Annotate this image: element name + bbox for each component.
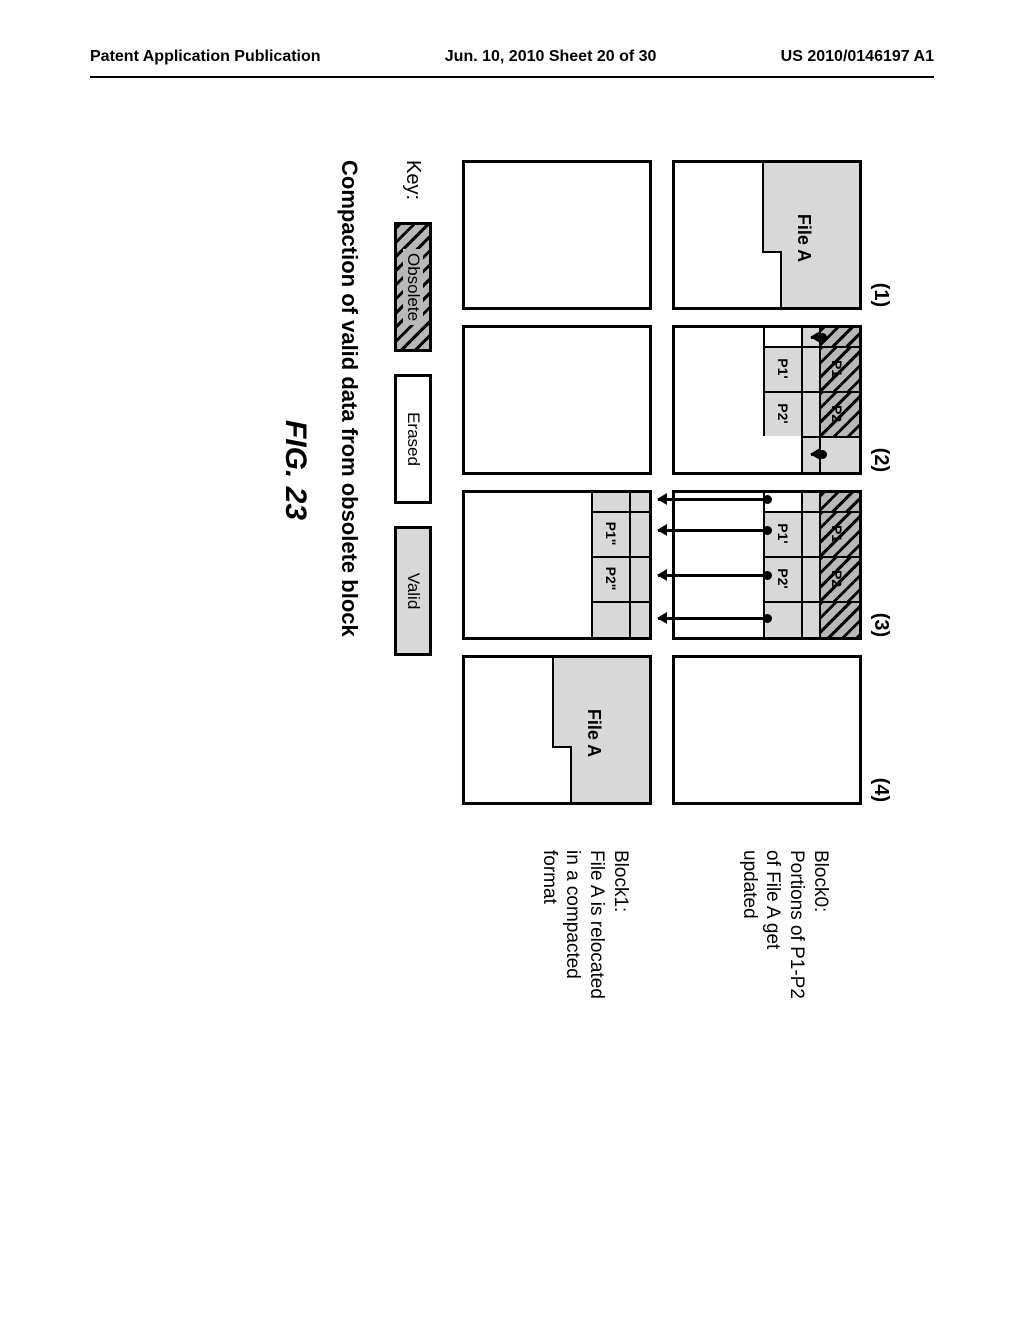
region: P2 <box>821 391 859 436</box>
page: Patent Application Publication Jun. 10, … <box>0 0 1024 1320</box>
header-left: Patent Application Publication <box>90 48 321 66</box>
region <box>821 601 859 640</box>
region-label: P1 <box>829 346 845 391</box>
block-cell-r1-c0 <box>462 160 652 310</box>
region: File A <box>572 658 649 805</box>
page-header: Patent Application Publication Jun. 10, … <box>90 48 934 66</box>
region: P2 <box>821 556 859 601</box>
block-cell-r0-c0: File A <box>672 160 862 310</box>
annotation-block0: Block0:Portions of P1-P2of File A getupd… <box>737 850 832 1090</box>
divider-line <box>765 346 859 348</box>
divider-line <box>765 391 859 393</box>
block-cell-r1-c1 <box>462 325 652 475</box>
region: P2" <box>593 556 631 601</box>
legend-swatch-obsolete: Obsolete <box>394 222 432 352</box>
divider-line <box>803 436 859 438</box>
inter-arrow <box>658 617 768 620</box>
divider-line <box>765 601 859 603</box>
block-cell-r1-c3: File A <box>462 655 652 805</box>
header-right: US 2010/0146197 A1 <box>781 48 934 66</box>
legend-text-valid: Valid <box>403 573 423 610</box>
region-label: P1' <box>775 511 791 556</box>
legend: Key: Obsolete Erased Valid <box>394 160 432 656</box>
legend-label: Key: <box>402 160 425 200</box>
stage-label-4: (4) <box>869 715 892 865</box>
divider-line <box>765 556 859 558</box>
divider-line <box>763 328 765 436</box>
divider-line <box>819 493 821 640</box>
stage-label-2: (2) <box>869 385 892 535</box>
region-label: File A <box>583 658 604 805</box>
region: P2' <box>765 391 803 436</box>
arrow <box>811 336 823 339</box>
region-label: P1' <box>775 346 791 391</box>
block-cell-r0-c1: P1P2 P1'P2' <box>672 325 862 475</box>
annotation-block1: Block1:File A is relocatedin a compacted… <box>537 850 632 1090</box>
region-label: P2 <box>829 391 845 436</box>
stage-labels-row: (1) (2) (3) (4) <box>864 160 892 1160</box>
region <box>821 493 859 511</box>
region-label: P1 <box>829 511 845 556</box>
divider-line <box>593 511 649 513</box>
divider-line <box>593 556 649 558</box>
arrow <box>811 453 823 456</box>
divider-line <box>629 493 631 640</box>
divider-line <box>593 601 649 603</box>
divider-line <box>801 493 803 640</box>
region-label: P2' <box>775 391 791 436</box>
region: P1 <box>821 346 859 391</box>
legend-text-erased: Erased <box>403 412 423 466</box>
divider-line <box>801 328 803 475</box>
divider-line <box>591 493 593 640</box>
region: P1' <box>765 346 803 391</box>
legend-swatch-valid: Valid <box>394 526 432 656</box>
stage-label-1: (1) <box>869 220 892 370</box>
region <box>631 493 649 640</box>
region-label: P2 <box>829 556 845 601</box>
region-notch <box>764 163 782 253</box>
region-notch <box>554 658 572 748</box>
header-center: Jun. 10, 2010 Sheet 20 of 30 <box>445 48 657 66</box>
legend-text-obsolete: Obsolete <box>403 249 423 325</box>
block-cell-r1-c2: P1"P2" <box>462 490 652 640</box>
legend-swatch-erased: Erased <box>394 374 432 504</box>
inter-arrow <box>658 529 768 532</box>
inter-arrow <box>658 498 768 501</box>
region-label: P1" <box>603 511 619 556</box>
header-rule <box>90 76 934 78</box>
region: P1" <box>593 511 631 556</box>
region: P1 <box>821 511 859 556</box>
region <box>593 493 631 511</box>
figure-23: (1) (2) (3) (4) File AP1P2P1'P2'P1P2P1'P… <box>132 160 892 1160</box>
region-label: P2" <box>603 556 619 601</box>
region-label: P2' <box>775 556 791 601</box>
figure-caption: Compaction of valid data from obsolete b… <box>336 160 362 860</box>
region-label: File A <box>793 163 814 310</box>
divider-line <box>765 511 859 513</box>
block-cell-r0-c3 <box>672 655 862 805</box>
region <box>593 601 631 640</box>
region: File A <box>782 163 859 310</box>
stage-label-3: (3) <box>869 550 892 700</box>
figure-number: FIG. 23 <box>278 420 312 520</box>
inter-arrow <box>658 574 768 577</box>
